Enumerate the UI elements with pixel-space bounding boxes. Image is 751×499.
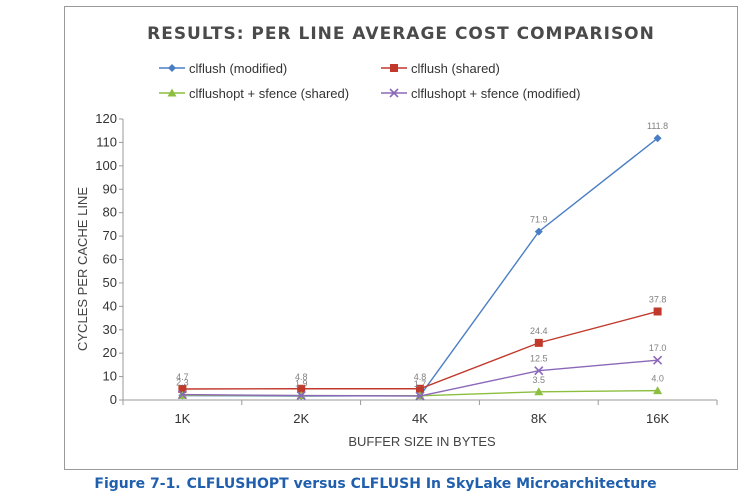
chart-title: RESULTS: PER LINE AVERAGE COST COMPARISO… xyxy=(147,24,655,44)
y-tick-label: 20 xyxy=(103,345,117,360)
y-tick-label: 120 xyxy=(95,111,117,126)
series-2 xyxy=(178,307,662,393)
y-tick-label: 40 xyxy=(103,298,117,313)
data-point xyxy=(297,384,306,393)
data-label: 71.9 xyxy=(530,215,548,225)
y-tick-label: 50 xyxy=(103,275,117,290)
data-label: 12.5 xyxy=(530,354,548,364)
data-label: 4.8 xyxy=(295,372,308,382)
data-label: 3.5 xyxy=(533,375,546,385)
data-label: 4.8 xyxy=(414,372,427,382)
figure-caption-text: CLFLUSHOPT versus CLFLUSH In SkyLake Mic… xyxy=(186,476,657,492)
y-tick-label: 30 xyxy=(103,322,117,337)
data-point xyxy=(534,387,544,396)
data-label: 24.4 xyxy=(530,326,548,336)
data-label: 4.7 xyxy=(176,372,189,382)
legend-label: clflushopt + sfence (shared) xyxy=(189,86,349,101)
figure-number: Figure 7-1. xyxy=(94,476,181,492)
figure-caption: Figure 7-1. CLFLUSHOPT versus CLFLUSH In … xyxy=(0,476,751,492)
data-point xyxy=(178,384,187,393)
data-point xyxy=(416,384,424,393)
x-tick-label: 8K xyxy=(531,411,547,426)
data-label: 37.8 xyxy=(649,294,667,304)
legend-label: clflush (modified) xyxy=(189,61,287,76)
data-point xyxy=(653,134,662,143)
chart-axes: 0 10 20 30 40 50 60 70 80 90 100 110 120 1K 2K 4K 8K 16K xyxy=(95,111,718,426)
y-tick-label: 70 xyxy=(103,228,117,243)
data-point xyxy=(390,64,398,72)
y-tick-label: 100 xyxy=(95,158,117,173)
chart-series xyxy=(177,134,663,401)
data-label: 2.3 xyxy=(176,378,189,388)
legend-item: clflushopt + sfence (modified) xyxy=(381,86,580,101)
data-point xyxy=(653,307,662,316)
y-tick-label: 10 xyxy=(103,369,117,384)
chart-legend: clflush (modified) clflush (shared) clflus… xyxy=(159,61,580,101)
series-line xyxy=(182,137,659,397)
x-tick-label: 4K xyxy=(412,411,428,426)
data-point xyxy=(534,366,544,376)
data-point xyxy=(534,338,543,347)
y-axis-label: CYCLES PER CACHE LINE xyxy=(75,187,90,351)
line-chart: RESULTS: PER LINE AVERAGE COST COMPARISO… xyxy=(75,24,718,449)
y-tick-label: 0 xyxy=(110,392,117,407)
data-labels: 71.9 111.8 4.7 4.8 4.8 24.4 37.8 3.5 4.0 2.3 1.9 1.… xyxy=(176,121,668,389)
x-tick-label: 16K xyxy=(646,411,669,426)
y-tick-label: 60 xyxy=(103,252,117,267)
data-point xyxy=(168,64,176,72)
data-label: 17.0 xyxy=(649,343,667,353)
y-tick-label: 80 xyxy=(103,205,117,220)
data-point xyxy=(167,88,177,97)
data-point xyxy=(653,355,663,365)
legend-item: clflush (shared) xyxy=(381,61,500,76)
legend-label: clflush (shared) xyxy=(411,61,500,76)
data-point xyxy=(653,386,663,395)
series-1 xyxy=(178,134,662,401)
legend-item: clflush (modified) xyxy=(159,61,287,76)
x-tick-label: 1K xyxy=(174,411,190,426)
legend-item: clflushopt + sfence (shared) xyxy=(159,86,349,101)
data-label: 1.9 xyxy=(295,379,308,389)
data-label: 1.7 xyxy=(414,379,427,389)
y-tick-label: 110 xyxy=(96,134,117,149)
legend-label: clflushopt + sfence (modified) xyxy=(411,86,580,101)
data-point xyxy=(534,227,543,236)
y-tick-label: 90 xyxy=(103,181,117,196)
data-point xyxy=(389,88,399,98)
data-label: 4.0 xyxy=(651,374,664,384)
data-point xyxy=(415,391,425,401)
chart-frame: RESULTS: PER LINE AVERAGE COST COMPARISO… xyxy=(64,6,738,470)
x-axis-label: BUFFER SIZE IN BYTES xyxy=(348,434,496,449)
data-point xyxy=(177,390,187,400)
x-tick-label: 2K xyxy=(293,411,309,426)
series-4 xyxy=(177,355,663,401)
data-label: 111.8 xyxy=(647,121,668,131)
data-point xyxy=(296,390,306,401)
